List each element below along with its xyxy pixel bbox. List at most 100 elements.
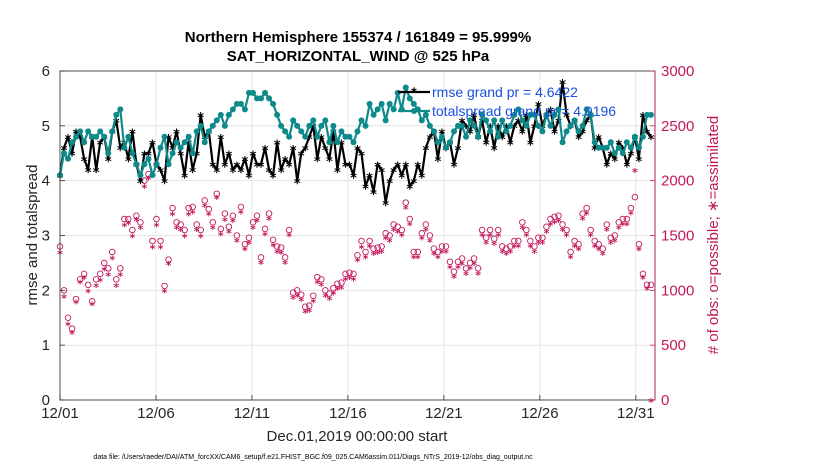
- x-axis-label: Dec.01,2019 00:00:00 start: [267, 428, 449, 445]
- spread-point: [507, 122, 514, 129]
- rmse-point: *: [390, 166, 397, 181]
- spread-point: [627, 144, 634, 151]
- rmse-point: *: [607, 149, 614, 164]
- spread-point: [543, 111, 550, 118]
- obs-possible-point: [591, 237, 598, 245]
- y-tick-label: 1: [42, 337, 50, 354]
- spread-point: [133, 161, 140, 168]
- obs-assimilated-point: *: [483, 238, 489, 251]
- obs-possible-point: [209, 219, 217, 226]
- spread-point: [145, 155, 152, 162]
- rmse-point: *: [342, 160, 349, 175]
- obs-possible-point: [177, 221, 184, 228]
- rmse-point: *: [177, 149, 184, 164]
- obs-possible-point: [406, 215, 414, 223]
- obs-assimilated-point: *: [258, 258, 264, 271]
- obs-possible-point: [627, 204, 635, 212]
- spread-point: [141, 161, 148, 168]
- obs-possible-point: [527, 237, 534, 245]
- rmse-point: *: [563, 111, 570, 126]
- spread-point: [149, 172, 156, 179]
- chart-title: Northern Hemisphere 155374 / 161849 = 95…: [185, 29, 531, 46]
- obs-possible-point: [430, 245, 438, 252]
- rmse-point: *: [334, 166, 341, 181]
- obs-assimilated-point: *: [511, 241, 517, 254]
- obs-assimilated-point: *: [383, 234, 389, 247]
- rmse-point: *: [527, 138, 534, 153]
- obs-possible-point: [169, 204, 176, 212]
- obs-possible-point: [121, 215, 128, 223]
- spread-point: [619, 150, 626, 157]
- legend-spread-label: totalspread grand pr = 4.9196: [432, 103, 616, 119]
- obs-assimilated-point: *: [73, 297, 79, 310]
- obs-possible-point: [193, 221, 200, 228]
- rmse-point: *: [105, 155, 112, 170]
- obs-assimilated-point: *: [250, 223, 256, 236]
- rmse-point: *: [631, 133, 638, 148]
- obs-possible-point: [434, 248, 442, 256]
- obs-possible-point: [567, 248, 574, 256]
- x-tick-label: 12/06: [137, 405, 175, 422]
- obs-assimilated-point: *: [523, 230, 529, 243]
- rmse-point: *: [491, 144, 498, 159]
- rmse-point: *: [531, 122, 538, 137]
- obs-possible-point: [80, 270, 88, 278]
- rmse-point: *: [85, 166, 92, 181]
- obs-possible-point: [603, 221, 611, 228]
- y-tick-label: 6: [42, 63, 50, 80]
- obs-possible-point: [318, 276, 325, 283]
- obs-assimilated-point: *: [109, 253, 115, 266]
- obs-assimilated-point: *: [186, 210, 192, 223]
- obs-possible-point: [599, 245, 606, 252]
- spread-point: [647, 111, 654, 118]
- obs-assimilated-point: *: [564, 230, 570, 243]
- legend: * rmse grand pr = 4.6422 totalspread gra…: [398, 84, 616, 119]
- spread-point: [535, 122, 542, 129]
- spread-point: [282, 128, 289, 135]
- rmse-point: *: [274, 138, 281, 153]
- rmse-point: *: [238, 166, 245, 181]
- x-axis-ticks: 12/01 12/06 12/11 12/16 12/21 12/26 12/31: [41, 395, 655, 422]
- spread-point: [241, 106, 248, 113]
- spread-point: [177, 144, 184, 151]
- obs-possible-point: [350, 270, 357, 278]
- obs-possible-point: [482, 234, 490, 241]
- spread-point: [125, 133, 132, 140]
- obs-possible-point: [285, 226, 293, 234]
- rmse-point: *: [262, 144, 269, 159]
- obs-assimilated-point: *: [134, 215, 140, 228]
- obs-assimilated-point: *: [527, 241, 533, 254]
- spread-point: [390, 106, 397, 113]
- obs-assimilated-point: *: [105, 270, 111, 283]
- spread-point: [69, 139, 76, 146]
- spread-point: [471, 122, 478, 129]
- obs-assimilated-point: *: [447, 262, 453, 275]
- spread-point: [579, 122, 586, 129]
- y-tick-label: 2: [42, 282, 50, 299]
- spread-point: [306, 122, 313, 129]
- rmse-point: *: [579, 127, 586, 142]
- spread-point: [575, 128, 582, 135]
- obs-assimilated-point: *: [423, 225, 429, 238]
- obs-assimilated-point: *: [359, 243, 365, 256]
- rmse-point: *: [89, 133, 96, 148]
- rmse-point: *: [475, 133, 482, 148]
- spread-point: [338, 128, 345, 135]
- spread-point: [258, 95, 265, 102]
- obs-assimilated-point: *: [503, 249, 509, 262]
- rmse-point: *: [571, 117, 578, 132]
- obs-assimilated-point: *: [491, 239, 497, 252]
- obs-assimilated-point: *: [190, 207, 196, 220]
- obs-possible-point: [201, 197, 208, 204]
- obs-assimilated-point: *: [326, 294, 332, 307]
- rmse-point: *: [394, 160, 401, 175]
- rmse-point: *: [374, 160, 381, 175]
- spread-point: [229, 106, 236, 113]
- obs-layer: ****************************************…: [56, 166, 655, 409]
- obs-assimilated-point: *: [343, 274, 349, 287]
- spread-point: [181, 139, 188, 146]
- obs-assimilated-point: *: [254, 216, 260, 229]
- rmse-point: *: [362, 182, 369, 197]
- obs-assimilated-point: *: [560, 225, 566, 238]
